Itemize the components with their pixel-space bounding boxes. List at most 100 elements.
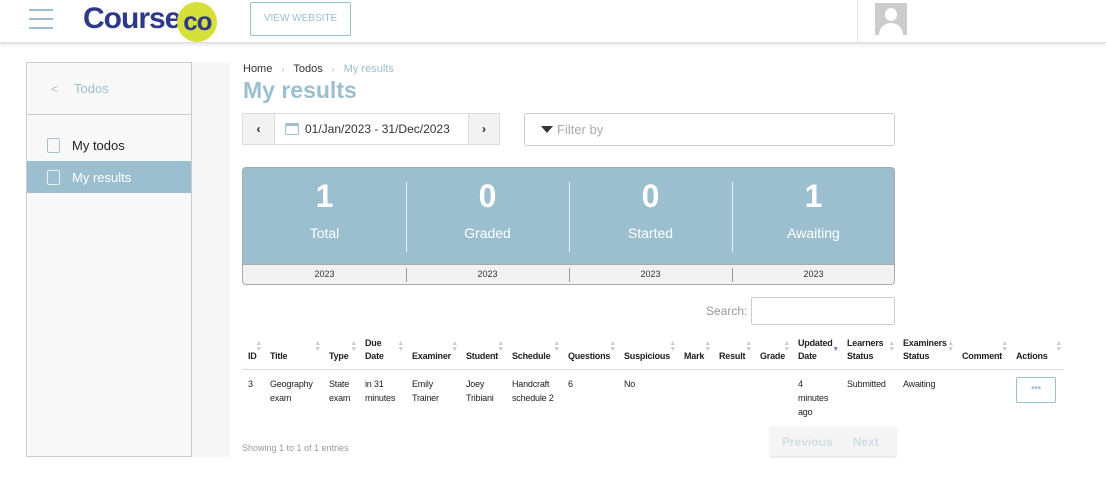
sort-icon: ▲ ▼ <box>704 340 711 353</box>
sort-icon: ▲ ▼ <box>783 340 790 353</box>
column-label: Mark <box>684 350 705 361</box>
actions-menu-button[interactable]: ••• <box>1016 376 1056 403</box>
cell-text: 6 <box>568 378 573 389</box>
column-header[interactable]: Schedule ▲ ▼ <box>506 333 562 370</box>
column-header[interactable]: Examiner ▲ ▼ <box>406 333 460 370</box>
column-header[interactable]: Title ▲ ▼ <box>264 333 323 370</box>
avatar[interactable] <box>875 3 907 35</box>
column-header[interactable]: Student ▲ ▼ <box>460 333 506 370</box>
prev-range-button[interactable]: ‹ <box>242 113 275 145</box>
cell-text: State exam <box>329 378 351 403</box>
stat-started[interactable]: 0 Started <box>627 178 674 241</box>
search-input[interactable] <box>751 297 895 325</box>
stats-years: 2023 2023 2023 2023 <box>243 264 894 284</box>
sidebar-item-my-results[interactable]: My results <box>27 161 191 193</box>
results-table: ID ▲ ▼ Title ▲ ▼ Type ▲ ▼ Due Date ▲ ▼ Examiner ▲ ▼ Stu… <box>242 333 1064 426</box>
table-cell <box>678 369 713 426</box>
sort-icon: ▲ ▼ <box>497 340 504 353</box>
sort-icon: ▲ ▼ <box>888 340 895 353</box>
stat-year: 2023 <box>314 269 335 279</box>
column-label: Title <box>270 350 288 361</box>
sort-icon: ▲ ▼ <box>255 340 262 353</box>
entries-info: Showing 1 to 1 of 1 entries <box>242 443 349 453</box>
logo[interactable]: Course co <box>83 2 218 42</box>
cell-text: 4 minutes ago <box>798 378 829 417</box>
sort-icon: ▲ ▼ <box>1001 340 1008 353</box>
date-range-input[interactable]: 01/Jan/2023 - 31/Dec/2023 <box>274 113 469 145</box>
column-label: Questions <box>568 350 611 361</box>
table-cell: Submitted <box>841 369 897 426</box>
view-website-button[interactable]: VIEW WEBSITE <box>250 2 351 36</box>
search-label: Search: <box>706 304 748 318</box>
column-header[interactable]: Mark ▲ ▼ <box>678 333 713 370</box>
column-header[interactable]: Examiners Status ▲ ▼ <box>897 333 956 370</box>
stat-year: 2023 <box>803 269 824 279</box>
chevron-right-icon: › <box>331 64 335 74</box>
column-header[interactable]: Result ▲ ▼ <box>713 333 754 370</box>
column-header[interactable]: Type ▲ ▼ <box>323 333 359 370</box>
sort-icon: ▲ ▼ <box>451 340 458 353</box>
column-label: Updated Date <box>798 337 833 361</box>
column-label: Suspicious <box>624 350 671 361</box>
table-row: 3 Geography exam State exam in 31 minutes Em… <box>242 369 1064 426</box>
column-label: Actions <box>1016 350 1048 361</box>
column-label: Due Date <box>365 337 384 361</box>
filter-input[interactable]: Filter by <box>524 113 895 146</box>
stat-year: 2023 <box>477 269 498 279</box>
chevron-right-icon: › <box>281 64 285 74</box>
column-header[interactable]: Learners Status ▲ ▼ <box>841 333 897 370</box>
previous-page-button[interactable]: Previous <box>782 434 833 449</box>
table-cell <box>956 369 1010 426</box>
table-cell: 4 minutes ago <box>792 369 841 426</box>
cell-text: Handcraft schedule 2 <box>512 378 554 403</box>
todos-icon <box>47 137 60 153</box>
column-label: ID <box>248 350 257 361</box>
pagination: Previous Next <box>770 427 896 456</box>
column-header[interactable]: Updated Date ▼ <box>792 333 841 370</box>
table-cell: ••• <box>1010 369 1064 426</box>
next-page-button[interactable]: Next <box>852 434 879 449</box>
table-cell <box>754 369 792 426</box>
cell-text: Joey Tribiani <box>466 378 494 403</box>
table-cell: in 31 minutes <box>359 369 406 426</box>
gutter <box>192 62 230 457</box>
cell-text: Emily Trainer <box>412 378 439 403</box>
table-cell: Geography exam <box>264 369 323 426</box>
cell-text: Awaiting <box>903 378 936 389</box>
column-header[interactable]: ID ▲ ▼ <box>242 333 264 370</box>
column-label: Comment <box>962 350 1003 361</box>
breadcrumb-home[interactable]: Home <box>243 63 273 75</box>
column-label: Learners Status <box>847 337 884 361</box>
table-cell: State exam <box>323 369 359 426</box>
column-label: Examiner <box>412 350 451 361</box>
calendar-icon <box>285 123 299 135</box>
filter-icon <box>541 126 553 133</box>
sort-icon: ▲ ▼ <box>947 340 954 353</box>
breadcrumb-todos[interactable]: Todos <box>293 63 323 75</box>
sidebar-back-todos[interactable]: < Todos <box>27 63 191 115</box>
table-cell: 3 <box>242 369 264 426</box>
divider <box>857 0 858 43</box>
column-header[interactable]: Due Date ▲ ▼ <box>359 333 406 370</box>
top-bar: Course co VIEW WEBSITE <box>0 0 1106 43</box>
column-header[interactable]: Grade ▲ ▼ <box>754 333 792 370</box>
sort-icon: ▲ ▼ <box>1055 340 1062 353</box>
table-cell <box>713 369 754 426</box>
sort-icon: ▲ ▼ <box>314 340 321 353</box>
table-cell: Joey Tribiani <box>460 369 506 426</box>
table-cell: Emily Trainer <box>406 369 460 426</box>
column-header[interactable]: Actions ▲ ▼ <box>1010 333 1064 370</box>
sidebar: < Todos My todos My results <box>26 62 192 457</box>
stat-total[interactable]: 1 Total <box>309 178 340 241</box>
sidebar-item-my-todos[interactable]: My todos <box>27 129 191 161</box>
column-header[interactable]: Comment ▲ ▼ <box>956 333 1010 370</box>
stat-graded[interactable]: 0 Graded <box>464 178 511 241</box>
stat-awaiting[interactable]: 1 Awaiting <box>787 178 840 241</box>
column-header[interactable]: Questions ▲ ▼ <box>562 333 618 370</box>
hamburger-menu-icon[interactable] <box>29 9 53 29</box>
next-range-button[interactable]: › <box>468 113 500 145</box>
sort-icon: ▲ ▼ <box>553 340 560 353</box>
results-icon <box>47 169 60 185</box>
sort-icon: ▲ ▼ <box>609 340 616 353</box>
column-header[interactable]: Suspicious ▲ ▼ <box>618 333 678 370</box>
